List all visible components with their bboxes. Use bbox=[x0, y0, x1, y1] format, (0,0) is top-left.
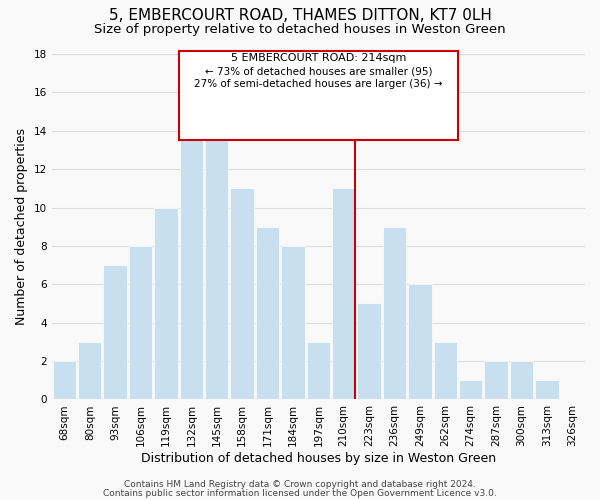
Bar bbox=[383, 226, 406, 400]
Text: Contains HM Land Registry data © Crown copyright and database right 2024.: Contains HM Land Registry data © Crown c… bbox=[124, 480, 476, 489]
Text: ← 73% of detached houses are smaller (95): ← 73% of detached houses are smaller (95… bbox=[205, 66, 432, 76]
Bar bbox=[281, 246, 305, 400]
Text: 5 EMBERCOURT ROAD: 214sqm: 5 EMBERCOURT ROAD: 214sqm bbox=[230, 53, 406, 63]
Bar bbox=[484, 361, 508, 400]
Text: Size of property relative to detached houses in Weston Green: Size of property relative to detached ho… bbox=[94, 22, 506, 36]
Bar bbox=[459, 380, 482, 400]
Text: 5, EMBERCOURT ROAD, THAMES DITTON, KT7 0LH: 5, EMBERCOURT ROAD, THAMES DITTON, KT7 0… bbox=[109, 8, 491, 22]
Bar bbox=[307, 342, 330, 400]
Bar bbox=[230, 188, 254, 400]
Text: 27% of semi-detached houses are larger (36) →: 27% of semi-detached houses are larger (… bbox=[194, 79, 443, 89]
Bar bbox=[535, 380, 559, 400]
Bar bbox=[256, 226, 279, 400]
X-axis label: Distribution of detached houses by size in Weston Green: Distribution of detached houses by size … bbox=[141, 452, 496, 465]
Bar bbox=[129, 246, 152, 400]
Bar bbox=[358, 304, 381, 400]
Bar bbox=[154, 208, 178, 400]
Bar bbox=[53, 361, 76, 400]
Bar bbox=[332, 188, 355, 400]
Y-axis label: Number of detached properties: Number of detached properties bbox=[15, 128, 28, 325]
Bar bbox=[103, 265, 127, 400]
Bar bbox=[78, 342, 101, 400]
Bar bbox=[205, 112, 229, 400]
Bar bbox=[434, 342, 457, 400]
Bar bbox=[179, 131, 203, 400]
Bar bbox=[408, 284, 431, 400]
Text: Contains public sector information licensed under the Open Government Licence v3: Contains public sector information licen… bbox=[103, 488, 497, 498]
Bar bbox=[510, 361, 533, 400]
